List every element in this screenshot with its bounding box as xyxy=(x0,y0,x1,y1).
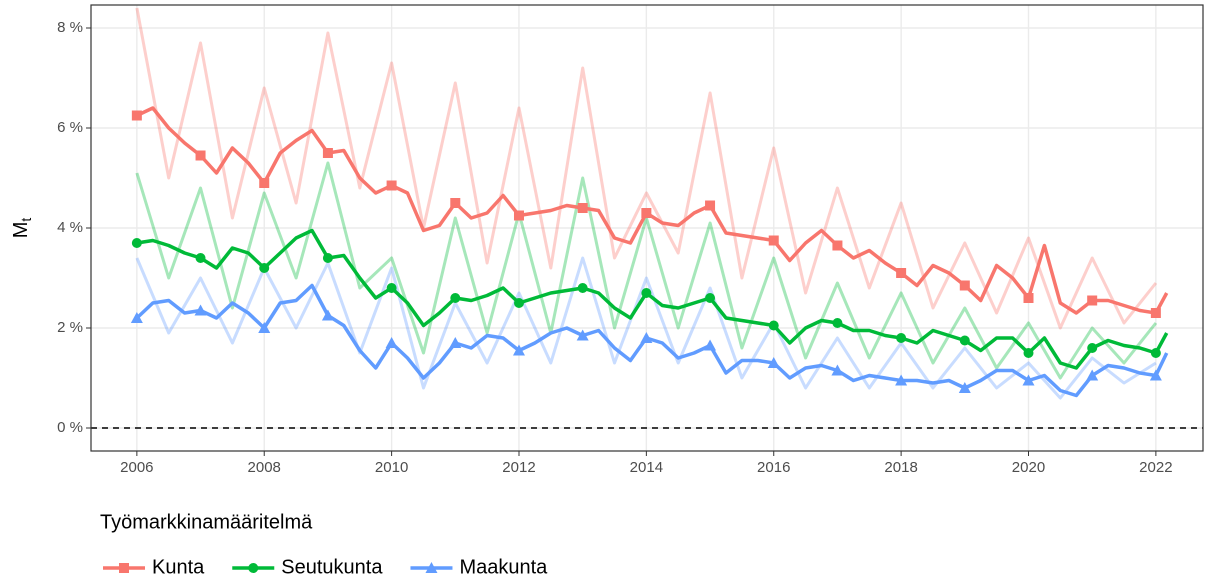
marker xyxy=(386,283,397,293)
marker xyxy=(194,304,207,316)
x-tick-label: 2010 xyxy=(375,459,408,476)
marker xyxy=(195,150,206,161)
y-tick-label: 4 % xyxy=(57,219,83,236)
legend-title: Työmarkkinamääritelmä xyxy=(100,511,313,533)
marker xyxy=(513,210,524,221)
marker xyxy=(705,200,716,211)
marker xyxy=(1023,348,1034,358)
y-tick-label: 6 % xyxy=(57,119,83,136)
marker xyxy=(425,562,438,573)
x-tick-label: 2016 xyxy=(757,459,790,476)
x-tick-label: 2014 xyxy=(630,459,663,476)
marker xyxy=(259,263,270,273)
marker xyxy=(768,320,779,331)
marker xyxy=(896,333,907,343)
x-tick-label: 2020 xyxy=(1012,459,1045,476)
marker xyxy=(385,337,398,348)
marker xyxy=(322,253,333,263)
marker xyxy=(248,563,259,573)
marker xyxy=(512,344,525,356)
marker xyxy=(958,382,971,393)
y-tick-label: 2 % xyxy=(57,319,83,336)
marker xyxy=(449,337,462,348)
marker xyxy=(130,312,143,323)
marker xyxy=(258,322,271,333)
marker xyxy=(1023,293,1034,303)
marker xyxy=(705,293,716,303)
marker xyxy=(131,110,142,121)
x-tick-label: 2018 xyxy=(884,459,917,476)
x-tick-label: 2006 xyxy=(120,459,153,476)
marker xyxy=(768,235,779,246)
marker xyxy=(640,332,653,343)
y-axis-label-sub: t xyxy=(18,218,34,222)
marker xyxy=(577,203,588,213)
marker xyxy=(767,357,780,368)
marker xyxy=(641,288,652,298)
marker xyxy=(386,180,397,191)
x-tick-label: 2008 xyxy=(248,459,281,476)
marker xyxy=(895,374,908,386)
marker xyxy=(896,268,907,278)
marker xyxy=(832,240,843,251)
series-line xyxy=(136,106,1169,315)
marker xyxy=(641,208,652,218)
marker xyxy=(1086,369,1099,381)
legend-label: Maakunta xyxy=(459,556,548,578)
marker xyxy=(450,293,461,303)
marker xyxy=(576,329,589,341)
marker xyxy=(119,563,129,573)
marker xyxy=(959,280,970,291)
y-axis-label-main: M xyxy=(10,222,32,239)
marker xyxy=(513,298,524,308)
marker xyxy=(577,283,588,293)
marker xyxy=(831,364,844,376)
marker xyxy=(1087,295,1098,306)
marker xyxy=(1150,308,1161,318)
series-line xyxy=(135,283,1169,398)
legend-label: Kunta xyxy=(152,556,205,578)
y-tick-label: 8 % xyxy=(57,19,83,36)
marker xyxy=(1022,374,1035,386)
y-tick-label: 0 % xyxy=(57,419,83,436)
y-axis-label: Mt xyxy=(10,218,33,239)
marker xyxy=(959,335,970,346)
marker xyxy=(321,309,334,321)
marker xyxy=(1149,369,1162,381)
x-tick-label: 2012 xyxy=(502,459,535,476)
marker xyxy=(1087,343,1098,353)
legend-label: Seutukunta xyxy=(281,556,383,578)
marker xyxy=(259,178,270,188)
x-tick-label: 2022 xyxy=(1139,459,1172,476)
panel-border xyxy=(90,4,1204,452)
marker xyxy=(131,238,142,248)
marker xyxy=(322,148,333,158)
marker xyxy=(450,198,461,208)
marker xyxy=(704,339,717,351)
marker xyxy=(832,318,843,328)
raw-line xyxy=(135,256,1157,400)
marker xyxy=(195,253,206,263)
series-line xyxy=(136,228,1169,370)
marker xyxy=(1150,348,1161,358)
